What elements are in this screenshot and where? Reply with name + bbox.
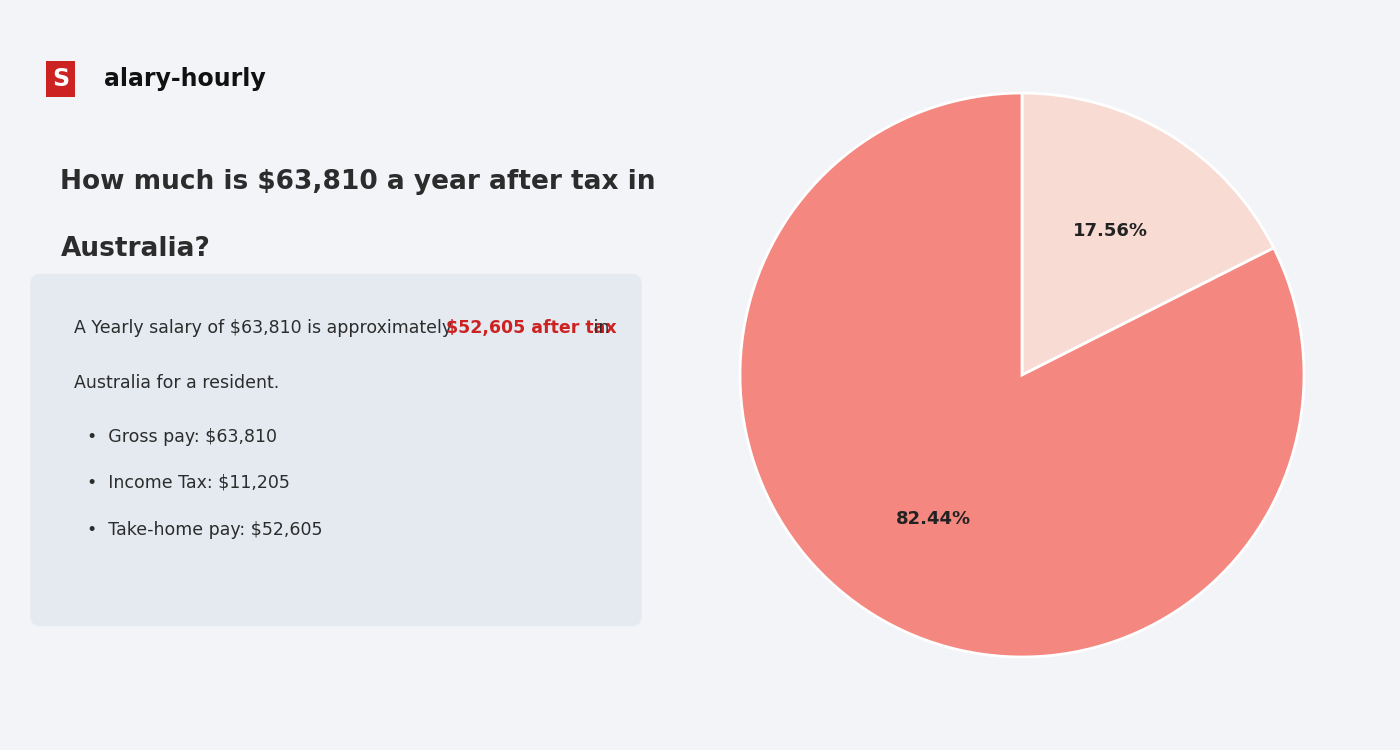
Text: Australia?: Australia?: [60, 236, 210, 262]
Text: •  Gross pay: $63,810: • Gross pay: $63,810: [87, 427, 277, 445]
Text: •  Take-home pay: $52,605: • Take-home pay: $52,605: [87, 521, 323, 539]
Text: How much is $63,810 a year after tax in: How much is $63,810 a year after tax in: [60, 169, 657, 195]
Text: 17.56%: 17.56%: [1074, 222, 1148, 240]
FancyBboxPatch shape: [31, 274, 641, 626]
Text: in: in: [588, 319, 609, 337]
Text: •  Income Tax: $11,205: • Income Tax: $11,205: [87, 474, 290, 492]
Text: Australia for a resident.: Australia for a resident.: [74, 374, 279, 392]
Wedge shape: [741, 93, 1303, 657]
Wedge shape: [1022, 93, 1274, 375]
Text: alary-hourly: alary-hourly: [104, 67, 266, 91]
Text: A Yearly salary of $63,810 is approximately: A Yearly salary of $63,810 is approximat…: [74, 319, 458, 337]
Text: 82.44%: 82.44%: [896, 510, 970, 528]
Text: S: S: [52, 67, 69, 91]
Text: $52,605 after tax: $52,605 after tax: [447, 319, 617, 337]
